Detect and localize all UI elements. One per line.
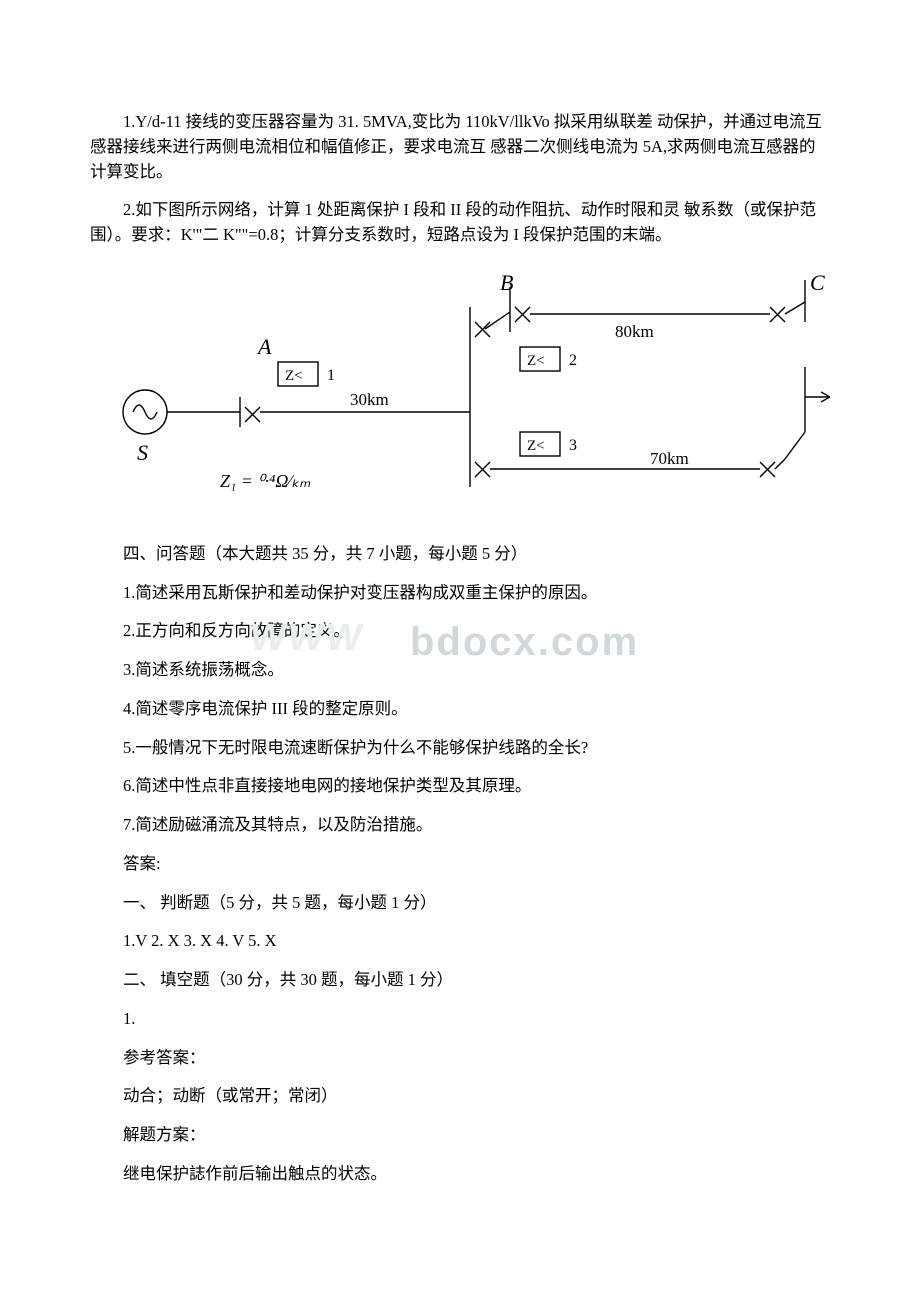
- line-1: 1.: [90, 1007, 830, 1032]
- zidx-1: 1: [327, 367, 335, 384]
- zidx-3: 3: [569, 437, 577, 454]
- label-z-equation: Z₁ = ⁰·⁴Ω⁄ₖₘ: [220, 471, 311, 491]
- question-6: 6.简述中性点非直接接地电网的接地保护类型及其原理。: [90, 774, 830, 799]
- label-len-ab: 30km: [350, 390, 389, 409]
- label-b: B: [500, 270, 513, 295]
- answers-s1-heading: 一、 判断题（5 分，共 5 题，每小题 1 分）: [90, 891, 830, 916]
- question-1: 1.简述采用瓦斯保护和差动保护对变压器构成双重主保护的原因。: [90, 581, 830, 606]
- question-2: 2.正方向和反方向故障的定义。: [90, 619, 830, 644]
- zidx-2: 2: [569, 352, 577, 369]
- answers-s1-body: 1.V 2. X 3. X 4. V 5. X: [90, 929, 830, 954]
- zbox-3: Z<: [527, 438, 545, 454]
- circuit-diagram: A B C S 30km 80km 70km Z< 1 Z< 2 Z< 3 Z₁…: [90, 262, 830, 522]
- label-c: C: [810, 270, 825, 295]
- question-4: 4.简述零序电流保护 III 段的整定原则。: [90, 697, 830, 722]
- label-len-bc2: 70km: [650, 449, 689, 468]
- line-2: 参考答案：: [90, 1046, 830, 1071]
- section4-heading: 四、问答题（本大题共 35 分，共 7 小题，每小题 5 分）: [90, 542, 830, 567]
- line-3: 动合；动断（或常开；常闭）: [90, 1084, 830, 1109]
- answers-heading: 答案:: [90, 852, 830, 877]
- label-a: A: [256, 334, 272, 359]
- problem-1: 1.Y/d-11 接线的变压器容量为 31. 5MVA,变比为 110kV/ll…: [90, 110, 830, 184]
- question-7: 7.简述励磁涌流及其特点，以及防治措施。: [90, 813, 830, 838]
- question-3: 3.简述系统振荡概念。: [90, 658, 830, 683]
- label-s: S: [137, 440, 148, 465]
- zbox-2: Z<: [527, 353, 545, 369]
- line-5: 继电保护誌作前后输出触点的状态。: [90, 1162, 830, 1187]
- line-4: 解题方案：: [90, 1123, 830, 1148]
- answers-s2-heading: 二、 填空题（30 分，共 30 题，每小题 1 分）: [90, 968, 830, 993]
- label-len-bc1: 80km: [615, 322, 654, 341]
- zbox-1: Z<: [285, 368, 303, 384]
- question-5: 5.一般情况下无时限电流速断保护为什么不能够保护线路的全长?: [90, 736, 830, 761]
- problem-2: 2.如下图所示网络，计算 1 处距离保护 I 段和 II 段的动作阻抗、动作时限…: [90, 198, 830, 248]
